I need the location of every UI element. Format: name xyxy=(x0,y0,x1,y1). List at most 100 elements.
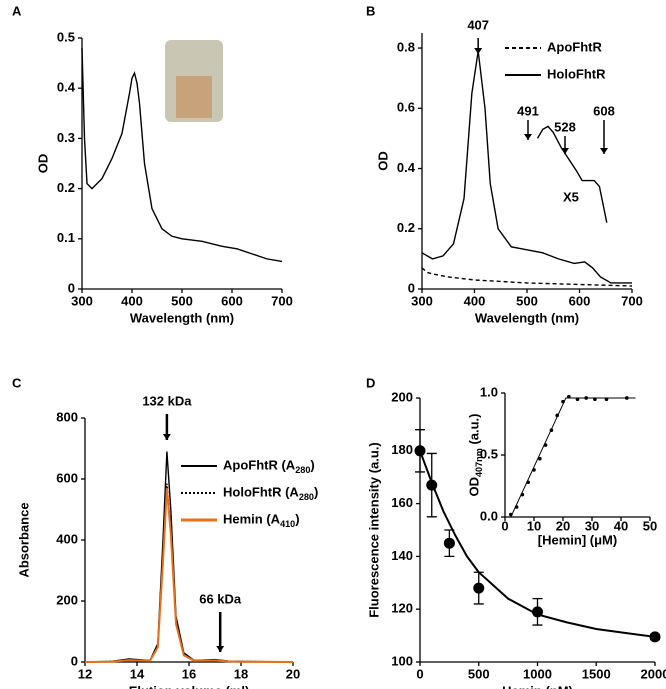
x-tick-label: 700 xyxy=(621,293,643,308)
legend-label: ApoFhtR xyxy=(547,39,602,54)
y-axis-label: Fluorescence intensity (a.u.) xyxy=(366,442,381,618)
x-tick-label: 300 xyxy=(411,293,433,308)
y-axis-label: OD xyxy=(375,151,390,171)
y-tick-label: 0.3 xyxy=(57,130,75,145)
data-point xyxy=(584,396,588,400)
arrow-head xyxy=(561,148,569,154)
y-tick-label: 0.4 xyxy=(57,80,76,95)
x-tick-label: 500 xyxy=(516,293,538,308)
y-tick-label: 140 xyxy=(391,548,413,563)
legend-label: ApoFhtR (A280) xyxy=(223,457,315,475)
x-axis-label: Elution volume (ml) xyxy=(129,683,250,689)
annotation: 132 kDa xyxy=(142,393,192,408)
x-tick-label: 40 xyxy=(614,518,628,533)
y-tick-label: 0.4 xyxy=(397,160,416,175)
x-axis-label: Hemin (nM) xyxy=(502,683,573,689)
data-point xyxy=(414,445,426,457)
y-tick-label: 1.0 xyxy=(480,384,498,399)
data-point xyxy=(604,397,609,402)
data-point xyxy=(543,443,548,447)
annotation: 491 xyxy=(517,103,539,118)
legend-label: HoloFhtR (A280) xyxy=(223,484,318,502)
annotation: 528 xyxy=(554,119,576,134)
panel-label: B xyxy=(366,3,375,18)
data-point xyxy=(514,505,519,509)
y-tick-label: 0.2 xyxy=(397,220,415,235)
series-line xyxy=(84,488,294,663)
x-tick-label: 20 xyxy=(286,666,300,681)
y-axis-label: OD xyxy=(35,154,50,174)
x-tick-label: 600 xyxy=(569,293,591,308)
x-tick-label: 400 xyxy=(121,293,143,308)
data-point xyxy=(561,399,565,404)
y-tick-label: 200 xyxy=(56,592,78,607)
data-point xyxy=(538,456,542,461)
inset-label: X5 xyxy=(563,189,579,204)
series-line xyxy=(84,483,294,663)
data-point xyxy=(473,582,485,594)
y-tick-label: 0.5 xyxy=(480,446,498,461)
y-tick-label: 0.6 xyxy=(397,100,415,115)
y-tick-label: 100 xyxy=(391,653,413,668)
data-point xyxy=(549,428,554,433)
arrow-head xyxy=(162,434,171,440)
x-tick-label: 0 xyxy=(501,518,508,533)
data-point xyxy=(649,631,661,643)
legend-label: Hemin (A410) xyxy=(223,511,300,529)
x-tick-label: 50 xyxy=(643,518,657,533)
x-tick-label: 0 xyxy=(416,666,423,681)
panel-label: D xyxy=(366,375,375,390)
y-tick-label: 0.2 xyxy=(57,180,75,195)
data-point xyxy=(532,468,536,472)
panel-label: C xyxy=(12,375,22,390)
data-point xyxy=(443,537,455,549)
y-tick-label: 400 xyxy=(56,531,78,546)
y-tick-label: 0 xyxy=(408,280,415,295)
series-line xyxy=(81,48,283,263)
y-tick-label: 120 xyxy=(391,601,413,616)
y-axis-label: Absorbance xyxy=(16,502,31,577)
x-tick-label: 300 xyxy=(71,293,93,308)
y-tick-label: 0 xyxy=(68,280,75,295)
x-axis-label: Wavelength (nm) xyxy=(130,310,234,325)
x-tick-label: 18 xyxy=(234,666,248,681)
y-tick-label: 0.0 xyxy=(480,508,498,523)
x-tick-label: 10 xyxy=(527,518,541,533)
data-point xyxy=(526,480,530,485)
data-point xyxy=(567,394,571,399)
arrow-head xyxy=(600,148,608,154)
arrow-head xyxy=(524,134,532,140)
y-tick-label: 180 xyxy=(391,442,413,457)
panel-label: A xyxy=(12,3,22,18)
x-tick-label: 1500 xyxy=(582,666,611,681)
arrow-head xyxy=(216,646,225,652)
annotation: 608 xyxy=(593,103,615,118)
x-tick-label: 700 xyxy=(271,293,293,308)
y-tick-label: 600 xyxy=(56,470,78,485)
y-tick-label: 160 xyxy=(391,495,413,510)
inset-photo-liquid xyxy=(176,76,212,118)
x-tick-label: 500 xyxy=(468,666,490,681)
x-tick-label: 30 xyxy=(585,518,599,533)
fit-line xyxy=(419,450,656,638)
series-line xyxy=(421,50,632,284)
x-tick-label: 600 xyxy=(221,293,243,308)
y-tick-label: 800 xyxy=(56,409,78,424)
inset-curve xyxy=(536,125,608,223)
data-point xyxy=(520,492,525,497)
x-tick-label: 20 xyxy=(556,518,570,533)
y-tick-label: 200 xyxy=(391,389,413,404)
x-tick-label: 500 xyxy=(171,293,193,308)
data-point xyxy=(532,606,543,618)
legend-label: HoloFhtR xyxy=(547,66,606,81)
data-point xyxy=(593,397,597,402)
y-tick-label: 0 xyxy=(71,653,78,668)
data-point xyxy=(625,396,629,400)
series-line xyxy=(421,267,633,287)
x-axis-label: Wavelength (nm) xyxy=(475,310,579,325)
data-point xyxy=(509,512,513,517)
y-tick-label: 0.8 xyxy=(397,39,415,54)
x-tick-label: 400 xyxy=(464,293,486,308)
x-tick-label: 14 xyxy=(130,666,145,681)
